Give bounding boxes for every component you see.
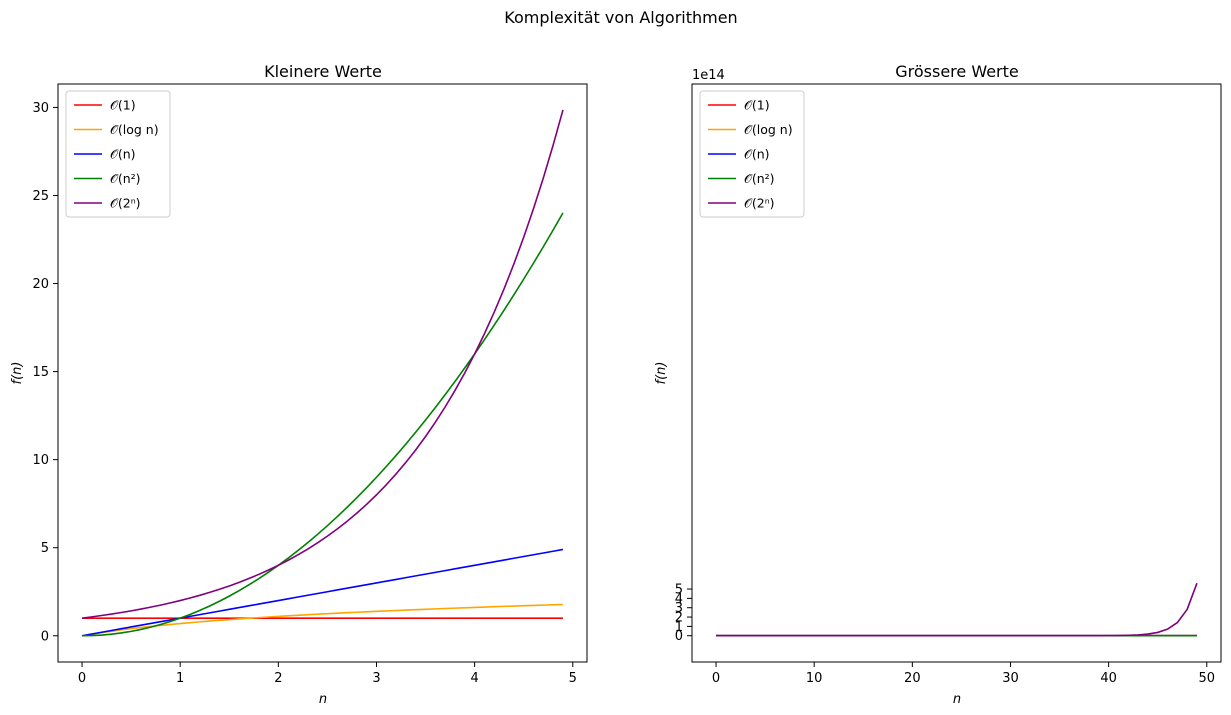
- right-chart-frame: [691, 83, 1222, 663]
- right-chart-ytick-label: 1: [675, 620, 683, 635]
- right-chart-title: Grössere Werte: [895, 62, 1019, 81]
- right-chart-ytick-label: 3: [675, 601, 683, 616]
- right-chart-xtick-label: 20: [904, 671, 921, 686]
- left-chart-legend-entry: 𝒪(1): [110, 98, 136, 113]
- left-chart-legend: 𝒪(1) 𝒪(log n) 𝒪(n) 𝒪(n²) 𝒪(2ⁿ): [65, 90, 171, 218]
- right-chart-series-line-O2n: [716, 582, 1198, 637]
- right-chart-xtick-label: 40: [1100, 671, 1117, 686]
- right-chart-ytick-label: 2: [675, 611, 683, 626]
- left-chart-xtick-label: 1: [176, 671, 184, 686]
- left-chart-ytick-label: 30: [32, 101, 49, 116]
- left-chart-frame: [57, 83, 588, 663]
- right-chart-legend-entry: 𝒪(2ⁿ): [744, 196, 775, 211]
- left-chart-ytick-label: 0: [41, 629, 49, 644]
- left-chart-legend-entry: 𝒪(log n): [110, 122, 159, 137]
- left-chart-legend-entry: 𝒪(n²): [110, 171, 141, 186]
- right-chart-offset-text: 1e14: [692, 68, 725, 83]
- right-chart-ytick-label: 5: [675, 583, 683, 598]
- left-chart: Kleinere Werte 0 1 2 3 4 5 0 5 10 15 20 25 30 n f(n)…: [10, 62, 588, 707]
- left-chart-xtick-label: 5: [569, 671, 577, 686]
- left-chart-ytick-label: 20: [32, 277, 49, 292]
- left-chart-ytick-label: 15: [32, 365, 49, 380]
- right-chart-lines: [716, 582, 1198, 637]
- right-chart-xlabel: n: [953, 692, 961, 707]
- right-chart-legend-entry: 𝒪(n): [744, 147, 770, 162]
- left-chart-series-line-O2n: [81, 109, 564, 619]
- right-chart-legend-entry: 𝒪(n²): [744, 171, 775, 186]
- left-chart-xtick-label: 3: [372, 671, 380, 686]
- right-chart-legend-box: [699, 90, 805, 218]
- right-chart-legend: 𝒪(1) 𝒪(log n) 𝒪(n) 𝒪(n²) 𝒪(2ⁿ): [699, 90, 805, 218]
- right-chart-ytick-label: 0: [675, 629, 683, 644]
- right-chart-legend-entry: 𝒪(log n): [744, 122, 793, 137]
- left-chart-legend-entry: 𝒪(n): [110, 147, 136, 162]
- left-chart-xtick-label: 0: [78, 671, 86, 686]
- right-chart-xtick-label: 10: [806, 671, 823, 686]
- right-chart-xtick-label: 30: [1002, 671, 1019, 686]
- left-chart-ytick-label: 10: [32, 453, 49, 468]
- left-chart-title: Kleinere Werte: [264, 62, 382, 81]
- right-chart-ytick-label: 4: [675, 592, 683, 607]
- left-chart-ticks: 0 1 2 3 4 5 0 5 10 15 20 25 30: [32, 101, 576, 686]
- left-chart-series-line-Olog: [81, 603, 563, 637]
- right-chart-xtick-label: 0: [712, 671, 720, 686]
- left-chart-xlabel: n: [319, 692, 327, 707]
- left-chart-lines: [81, 109, 564, 637]
- left-chart-series-line-On2: [82, 212, 564, 637]
- left-chart-series-line-On: [81, 548, 564, 637]
- left-chart-ytick-label: 5: [41, 541, 49, 556]
- right-chart-legend-entry: 𝒪(1): [744, 98, 770, 113]
- left-chart-ylabel: f(n): [10, 362, 25, 385]
- left-chart-legend-box: [65, 90, 171, 218]
- right-chart-xtick-label: 50: [1198, 671, 1215, 686]
- left-chart-ytick-label: 25: [32, 189, 49, 204]
- left-chart-xtick-label: 4: [470, 671, 478, 686]
- figure-title: Komplexität von Algorithmen: [504, 8, 737, 27]
- left-chart-legend-entry: 𝒪(2ⁿ): [110, 196, 141, 211]
- left-chart-xtick-label: 2: [274, 671, 282, 686]
- right-chart-ylabel: f(n): [654, 362, 669, 385]
